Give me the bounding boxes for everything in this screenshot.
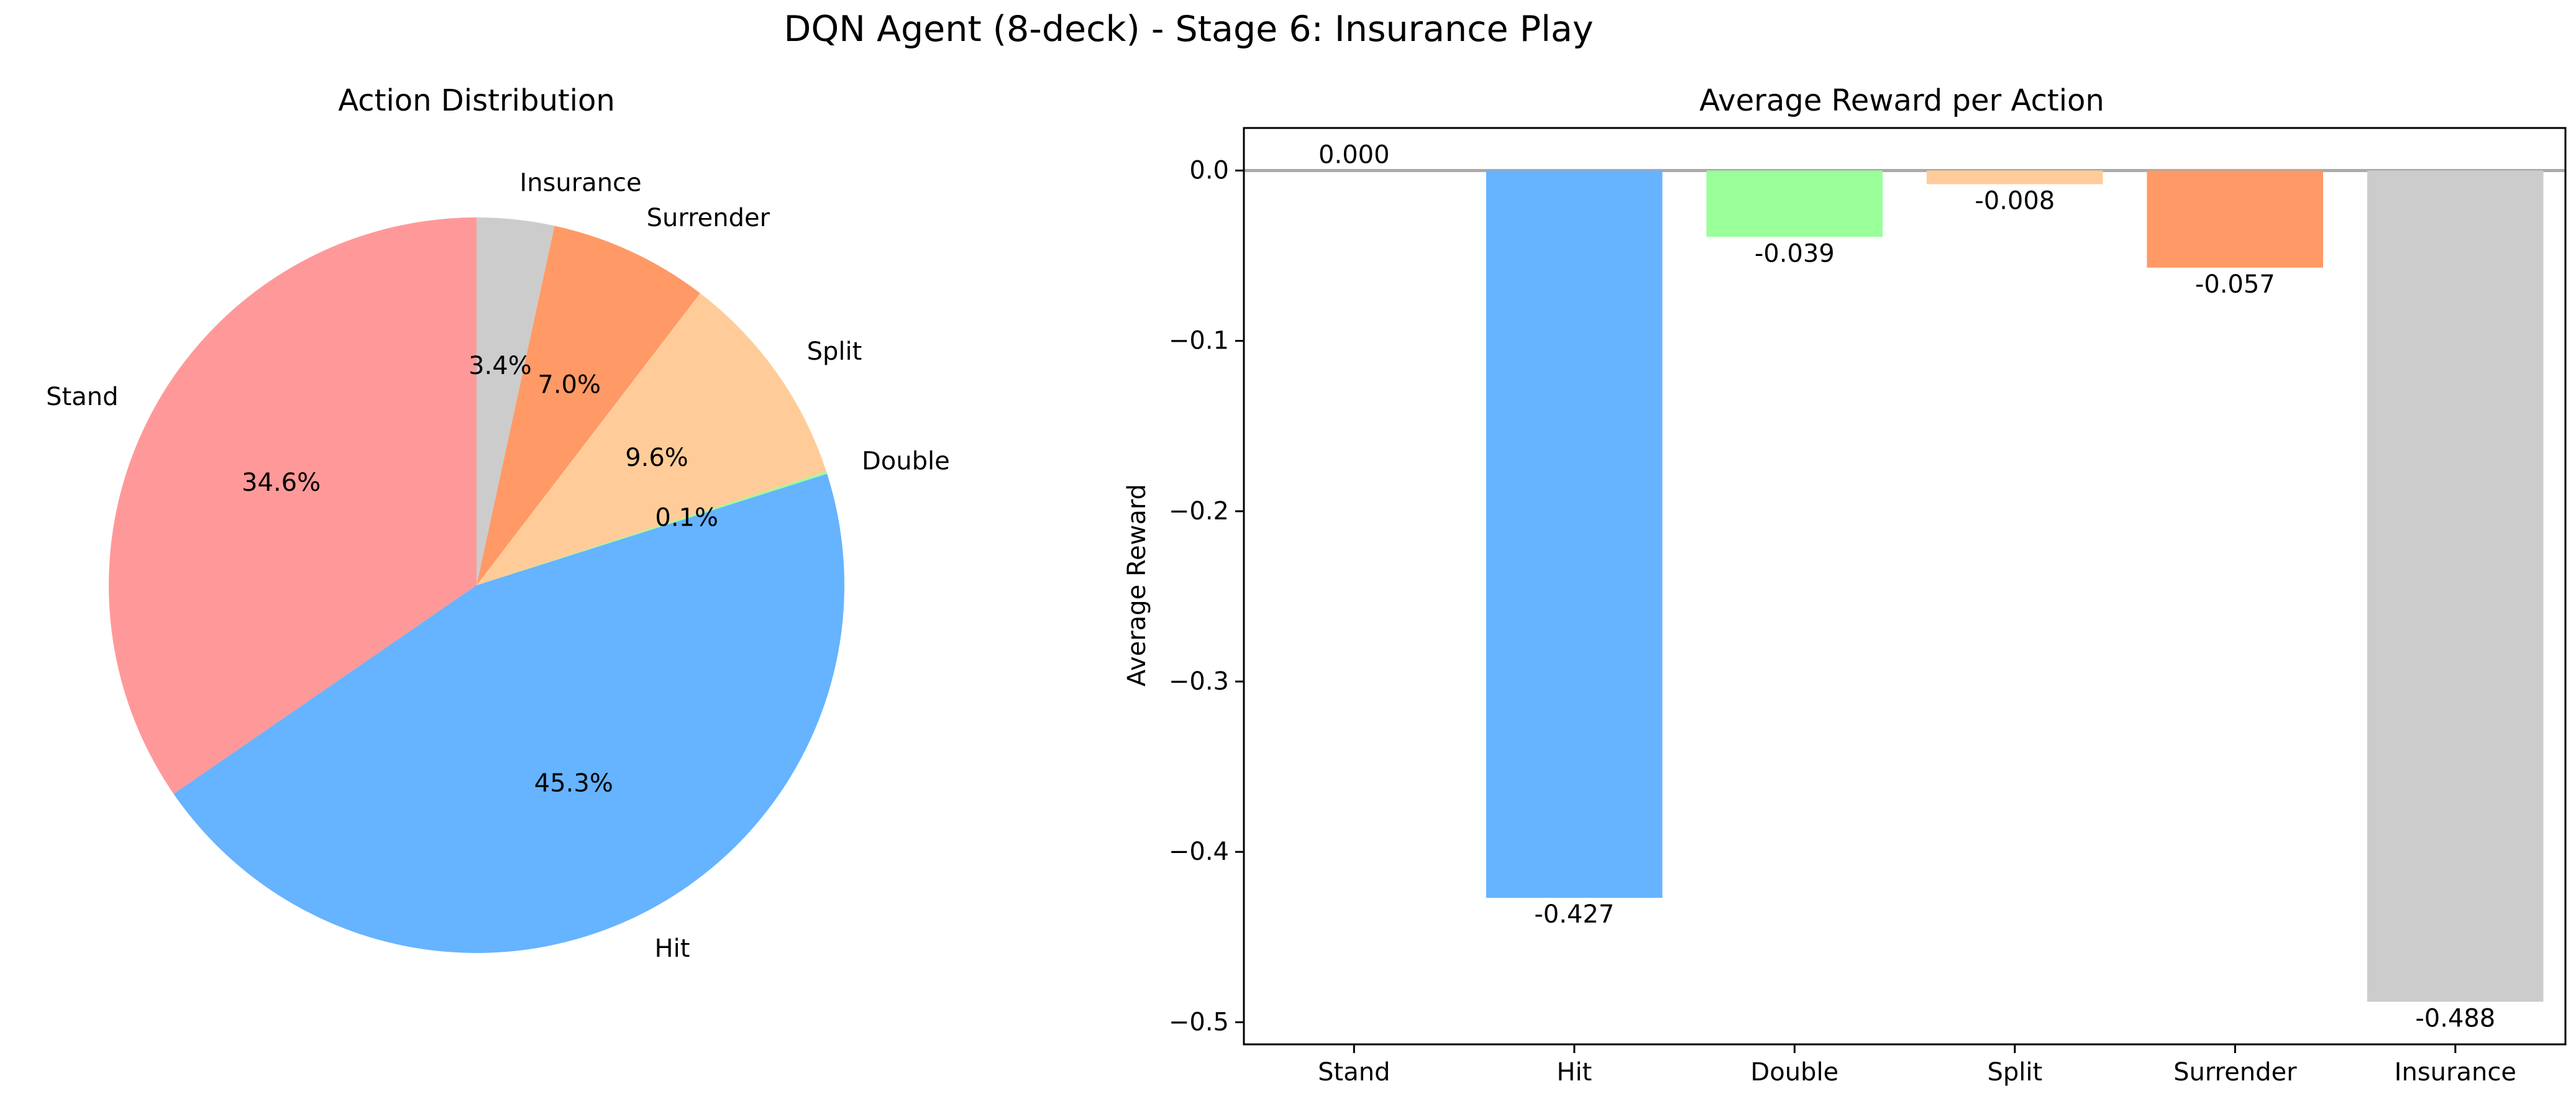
- pie-percent-stand: 34.6%: [242, 468, 321, 497]
- pie-percent-insurance: 3.4%: [468, 352, 532, 380]
- x-tick-label-insurance: Insurance: [2395, 1058, 2516, 1087]
- y-tick-label: −0.5: [1169, 1008, 1229, 1036]
- pie-slice-insurance: [477, 217, 555, 585]
- pie-slice-surrender: [477, 226, 700, 586]
- bar-value-label-stand: 0.000: [1318, 141, 1390, 170]
- bar-chart-panel: Average Reward per Action Average Reward…: [1123, 83, 2567, 1087]
- bar-surrender: [2147, 170, 2323, 268]
- bar-chart-title: Average Reward per Action: [1699, 83, 2104, 118]
- figure-title: DQN Agent (8-deck) - Stage 6: Insurance …: [783, 9, 1593, 50]
- pie-slice-split: [477, 293, 827, 585]
- pie-slices: [109, 217, 844, 953]
- y-axis-ticks: 0.0 −0.1 −0.2 −0.3 −0.4 −0.5: [1169, 157, 1244, 1036]
- pie-percent-labels: 34.6% 45.3% 0.1% 9.6% 7.0%3.4%: [242, 352, 718, 798]
- y-tick-label: −0.3: [1169, 667, 1229, 696]
- y-axis-label: Average Reward: [1123, 484, 1151, 687]
- bar-double: [1706, 170, 1883, 237]
- bar-value-labels: 0.000 -0.427 -0.039 -0.008 -0.057 -0.488: [1318, 141, 2495, 1033]
- pie-label-insurance: Insurance: [519, 169, 641, 198]
- x-tick-label-surrender: Surrender: [2173, 1058, 2297, 1087]
- x-tick-label-hit: Hit: [1556, 1058, 1592, 1087]
- x-tick-label-double: Double: [1750, 1058, 1838, 1087]
- pie-label-double: Double: [862, 447, 950, 476]
- x-tick-label-stand: Stand: [1318, 1058, 1390, 1087]
- bar-value-label-hit: -0.427: [1534, 900, 1614, 929]
- y-tick-label: −0.4: [1169, 837, 1229, 866]
- x-tick-label-split: Split: [1987, 1058, 2042, 1087]
- bar-value-label-surrender: -0.057: [2195, 270, 2275, 299]
- pie-chart-panel: Action Distribution StandHitDoubleSplitS…: [46, 83, 950, 963]
- pie-slice-stand: [109, 217, 477, 794]
- y-tick-label: 0.0: [1189, 157, 1229, 185]
- pie-percent-double: 0.1%: [655, 503, 718, 532]
- pie-chart-title: Action Distribution: [338, 83, 615, 118]
- pie-label-surrender: Surrender: [647, 204, 770, 232]
- bar-split: [1926, 170, 2103, 185]
- pie-slice-double: [477, 472, 828, 585]
- y-tick-label: −0.2: [1169, 497, 1229, 526]
- pie-percent-hit: 45.3%: [534, 769, 613, 798]
- pie-slice-hit: [173, 473, 844, 953]
- bar-value-label-double: -0.039: [1755, 240, 1835, 268]
- bar-value-label-insurance: -0.488: [2415, 1005, 2495, 1033]
- bar-value-label-split: -0.008: [1975, 187, 2055, 216]
- pie-label-stand: Stand: [46, 383, 118, 411]
- pie-percent-split: 9.6%: [625, 444, 688, 472]
- bar-hit: [1486, 170, 1663, 898]
- bars: [1486, 170, 2544, 1002]
- pie-label-split: Split: [807, 337, 862, 366]
- bar-insurance: [2367, 170, 2544, 1002]
- y-tick-label: −0.1: [1169, 327, 1229, 355]
- pie-percent-surrender: 7.0%: [537, 371, 601, 399]
- plot-frame: [1243, 127, 2567, 1046]
- pie-label-hit: Hit: [655, 934, 690, 963]
- x-axis-ticks: Stand Hit Double Split Surrender Insurance: [1318, 1044, 2516, 1087]
